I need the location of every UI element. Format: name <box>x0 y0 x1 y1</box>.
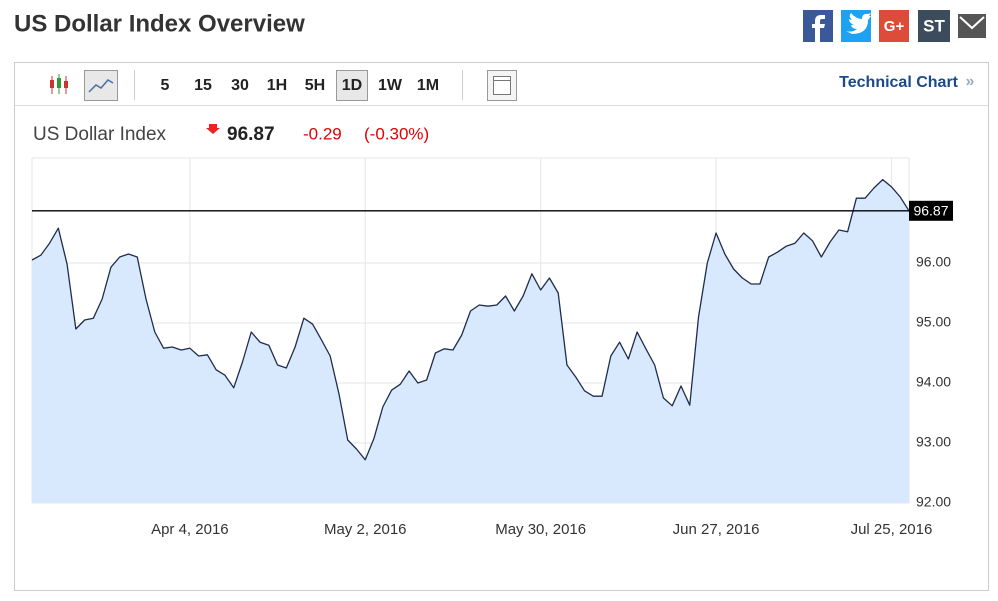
down-arrow <box>206 124 220 134</box>
mail-icon[interactable] <box>958 14 986 38</box>
technical-chart-link[interactable]: Technical Chart <box>839 74 959 91</box>
quote-change: -0.29 <box>303 124 342 143</box>
candle-icon[interactable] <box>50 80 54 88</box>
twitter-glyph[interactable] <box>846 13 871 34</box>
stocktwits-label[interactable]: ST <box>923 16 945 35</box>
y-tick-label: 96.00 <box>916 254 951 270</box>
interval-button[interactable]: 30 <box>231 77 249 94</box>
facebook-glyph[interactable] <box>812 15 825 42</box>
stocktwits-icon[interactable] <box>918 10 950 42</box>
mail-glyph[interactable] <box>959 16 985 30</box>
interval-group: 5 15 30 1H 5H 1D 1W 1M <box>161 70 439 101</box>
x-tick-label: May 2, 2016 <box>324 521 407 538</box>
technical-chart-arrow[interactable]: » <box>966 73 975 90</box>
plot-area: Apr 4, 2016 May 2, 2016 May 30, 2016 Jun 27… <box>31 157 953 538</box>
line-button[interactable] <box>84 70 118 101</box>
share-facebook[interactable] <box>803 10 833 42</box>
share-twitter[interactable] <box>841 10 871 42</box>
interval-button[interactable]: 5H <box>305 77 325 94</box>
y-tick-label: 93.00 <box>916 434 951 450</box>
x-tick-label: May 30, 2016 <box>495 521 586 538</box>
candle-icon[interactable] <box>64 81 68 88</box>
interval-button[interactable]: 1W <box>378 77 403 94</box>
x-tick-label: Jun 27, 2016 <box>673 521 760 538</box>
quote-change-percent: (-0.30%) <box>364 124 429 143</box>
page-title: US Dollar Index Overview <box>14 10 305 37</box>
candle-icon[interactable] <box>57 78 61 88</box>
last-price-label: 96.87 <box>913 203 948 219</box>
y-tick-label: 94.00 <box>916 374 951 390</box>
interval-button[interactable]: 15 <box>194 77 212 94</box>
line-icon[interactable] <box>88 79 114 93</box>
interval-button[interactable]: 5 <box>161 77 170 94</box>
quote-name: US Dollar Index <box>33 124 167 145</box>
share-mail[interactable] <box>958 14 986 38</box>
google-label[interactable]: G+ <box>884 18 905 35</box>
layout-button[interactable] <box>487 70 517 101</box>
y-tick-label: 95.00 <box>916 314 951 330</box>
interval-button[interactable]: 1D <box>342 77 362 94</box>
area-fill <box>32 179 909 503</box>
x-tick-label: Apr 4, 2016 <box>151 521 229 538</box>
interval-button[interactable]: 1H <box>267 77 287 94</box>
interval-button[interactable]: 1M <box>417 77 439 94</box>
last-price-box <box>909 200 953 221</box>
share-google[interactable]: G+ <box>879 10 909 42</box>
google-icon[interactable] <box>879 10 909 42</box>
y-tick-label: 92.00 <box>916 494 951 510</box>
x-tick-label: Jul 25, 2016 <box>851 521 933 538</box>
line-button-box[interactable] <box>84 70 118 101</box>
interval-active-box[interactable] <box>336 70 368 101</box>
quote-price: 96.87 <box>227 124 275 145</box>
candle-button[interactable] <box>50 74 68 94</box>
share-stocktwits[interactable]: ST <box>918 10 950 42</box>
price-line <box>31 178 910 461</box>
layout-icon[interactable] <box>493 76 511 95</box>
